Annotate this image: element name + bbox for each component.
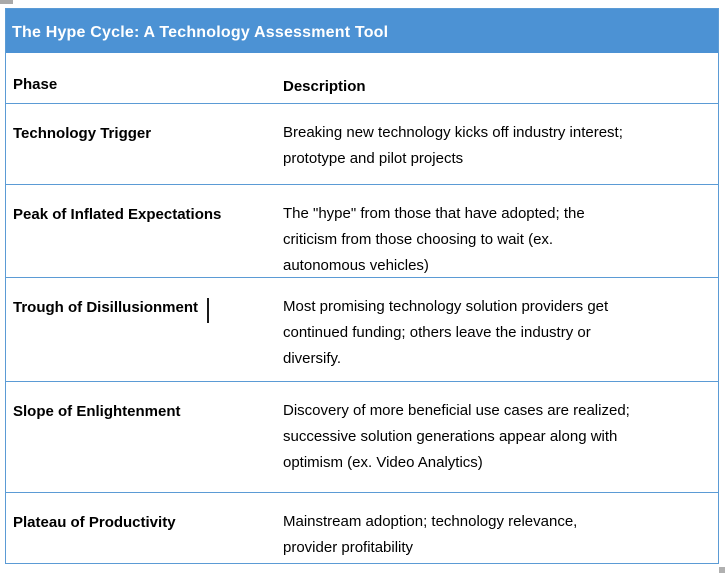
table-row: Slope of Enlightenment Discovery of more…	[6, 381, 718, 492]
table-row: Plateau of Productivity Mainstream adopt…	[6, 492, 718, 564]
table-header-row: Phase Description	[6, 53, 718, 103]
table-row: Peak of Inflated Expectations The "hype"…	[6, 184, 718, 277]
phase-cell-plateau-of-productivity[interactable]: Plateau of Productivity	[13, 514, 176, 531]
table-title-band: The Hype Cycle: A Technology Assessment …	[6, 9, 718, 53]
phase-cell-trough-of-disillusionment[interactable]: Trough of Disillusionment	[13, 299, 198, 316]
description-cell-trough-of-disillusionment[interactable]: Most promising technology solution provi…	[283, 298, 609, 367]
description-cell-plateau-of-productivity[interactable]: Mainstream adoption; technology relevanc…	[283, 513, 578, 556]
window-edge-artifact-bottom-right	[719, 567, 725, 573]
table-row: Technology Trigger Breaking new technolo…	[6, 103, 718, 184]
phase-cell-slope-of-enlightenment[interactable]: Slope of Enlightenment	[13, 403, 181, 420]
hype-cycle-table: The Hype Cycle: A Technology Assessment …	[5, 8, 719, 564]
description-cell-technology-trigger[interactable]: Breaking new technology kicks off indust…	[283, 124, 623, 167]
table-row: Trough of Disillusionment Most promising…	[6, 277, 718, 381]
phase-cell-technology-trigger[interactable]: Technology Trigger	[13, 125, 152, 142]
text-cursor	[207, 298, 209, 323]
column-header-description: Description	[283, 78, 366, 95]
description-cell-peak-of-inflated-expectations[interactable]: The "hype" from those that have adopted;…	[283, 205, 585, 274]
phase-cell-peak-of-inflated-expectations[interactable]: Peak of Inflated Expectations	[13, 206, 222, 223]
description-cell-slope-of-enlightenment[interactable]: Discovery of more beneficial use cases a…	[283, 402, 630, 471]
column-header-phase: Phase	[13, 76, 58, 93]
window-edge-artifact-top-left	[0, 0, 13, 4]
